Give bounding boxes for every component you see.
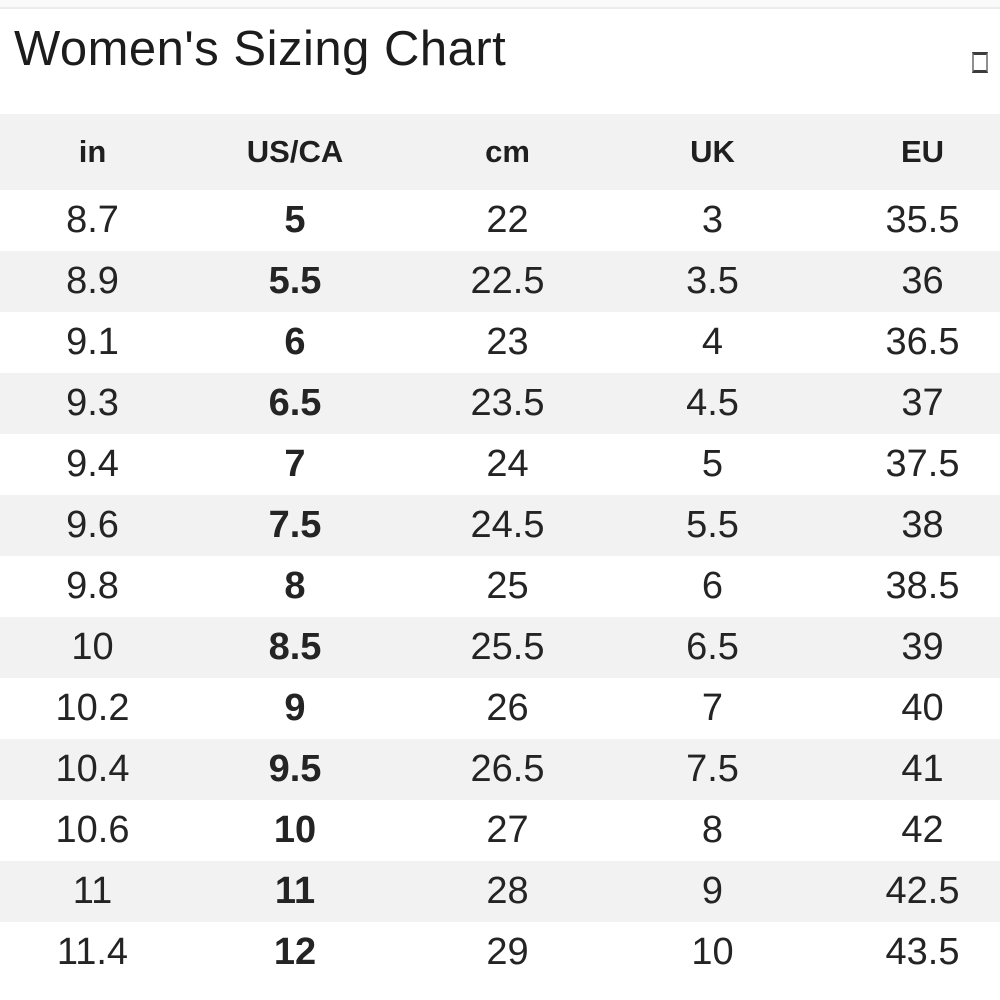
- table-cell-cm: 23: [486, 321, 529, 363]
- table-cell-in: 10: [71, 626, 114, 668]
- table-row: 10.4 9.5 26.5 7.5 41: [0, 739, 1000, 800]
- table-cell-eu: 38: [901, 504, 944, 546]
- table-cell-uk: 3: [701, 199, 724, 241]
- table-cell-in: 10.4: [55, 748, 130, 790]
- table-cell-eu: 36.5: [885, 321, 960, 363]
- page-title: Women's Sizing Chart: [14, 22, 507, 76]
- table-cell-in: 9.4: [66, 443, 119, 485]
- table-row: 10.2 9 26 7 40: [0, 678, 1000, 739]
- table-row: 10.6 10 27 8 42: [0, 800, 1000, 861]
- column-header-eu: EU: [815, 114, 1000, 190]
- table-row: 8.7 5 22 3 35.5: [0, 190, 1000, 251]
- table-cell-usca: 6: [284, 321, 306, 363]
- table-cell-in: 9.6: [66, 504, 119, 546]
- table-cell-cm: 26.5: [470, 748, 545, 790]
- table-cell-cm: 22: [486, 199, 529, 241]
- table-cell-in: 8.7: [66, 199, 119, 241]
- table-cell-usca: 8: [284, 565, 306, 607]
- table-cell-uk: 4: [701, 321, 724, 363]
- table-cell-uk: 5: [701, 443, 724, 485]
- table-cell-cm: 26: [486, 687, 529, 729]
- table-cell-uk: 5.5: [686, 504, 739, 546]
- table-body: 8.7 5 22 3 35.5 8.9 5.5 22.5 3.5 36 9.1 6 23 4 36.5 9.3…: [0, 190, 1000, 983]
- table-cell-in: 9.8: [66, 565, 119, 607]
- table-cell-eu: 38.5: [885, 565, 960, 607]
- table-cell-eu: 36: [901, 260, 944, 302]
- table-cell-eu: 39: [901, 626, 944, 668]
- table-row: 9.3 6.5 23.5 4.5 37: [0, 373, 1000, 434]
- sizing-table: in US/CA cm UK EU 8.7 5 22 3 35.5 8.9 5.5 22.5 3…: [0, 114, 1000, 983]
- column-header-uk: UK: [610, 114, 815, 190]
- table-cell-cm: 23.5: [470, 382, 545, 424]
- page-header: Women's Sizing Chart: [0, 9, 1000, 114]
- table-cell-eu: 40: [901, 687, 944, 729]
- table-cell-cm: 22.5: [470, 260, 545, 302]
- table-cell-usca: 7.5: [268, 504, 322, 546]
- table-cell-cm: 25.5: [470, 626, 545, 668]
- column-header-cm: cm: [405, 114, 610, 190]
- table-cell-usca: 8.5: [268, 626, 322, 668]
- table-cell-cm: 24.5: [470, 504, 545, 546]
- table-cell-in: 8.9: [66, 260, 119, 302]
- column-header-in: in: [0, 114, 185, 190]
- table-cell-eu: 35.5: [885, 199, 960, 241]
- table-cell-cm: 28: [486, 870, 529, 912]
- table-cell-cm: 29: [486, 931, 529, 973]
- table-cell-uk: 6: [701, 565, 724, 607]
- table-row: 11 11 28 9 42.5: [0, 861, 1000, 922]
- table-row: 10 8.5 25.5 6.5 39: [0, 617, 1000, 678]
- table-row: 9.6 7.5 24.5 5.5 38: [0, 495, 1000, 556]
- table-cell-in: 11.4: [56, 931, 129, 973]
- table-row: 9.1 6 23 4 36.5: [0, 312, 1000, 373]
- table-cell-uk: 6.5: [686, 626, 739, 668]
- table-cell-uk: 3.5: [686, 260, 739, 302]
- table-cell-usca: 5: [284, 199, 306, 241]
- table-row: 9.8 8 25 6 38.5: [0, 556, 1000, 617]
- table-cell-uk: 9: [701, 870, 724, 912]
- table-cell-in: 11: [72, 870, 113, 912]
- table-cell-eu: 42.5: [885, 870, 960, 912]
- table-cell-eu: 43.5: [885, 931, 960, 973]
- table-cell-usca: 10: [273, 809, 317, 851]
- table-row: 8.9 5.5 22.5 3.5 36: [0, 251, 1000, 312]
- table-cell-in: 9.3: [66, 382, 119, 424]
- table-cell-uk: 8: [701, 809, 724, 851]
- table-cell-uk: 4.5: [686, 382, 739, 424]
- column-header-usca: US/CA: [185, 114, 405, 190]
- table-cell-cm: 24: [486, 443, 529, 485]
- top-right-action-button[interactable]: [966, 45, 994, 79]
- table-cell-eu: 37: [901, 382, 944, 424]
- table-row: 9.4 7 24 5 37.5: [0, 434, 1000, 495]
- table-cell-usca: 6.5: [268, 382, 322, 424]
- table-cell-in: 10.6: [55, 809, 130, 851]
- placeholder-square-icon: [972, 51, 988, 73]
- table-cell-usca: 12: [273, 931, 317, 973]
- table-header-row: in US/CA cm UK EU: [0, 114, 1000, 190]
- table-cell-uk: 7: [701, 687, 724, 729]
- table-cell-usca: 7: [284, 443, 306, 485]
- table-cell-usca: 9.5: [268, 748, 322, 790]
- table-cell-uk: 10: [691, 931, 734, 973]
- table-cell-in: 9.1: [66, 321, 119, 363]
- table-cell-usca: 5.5: [268, 260, 322, 302]
- table-cell-usca: 9: [284, 687, 306, 729]
- table-cell-eu: 41: [901, 748, 944, 790]
- table-row: 11.4 12 29 10 43.5: [0, 922, 1000, 983]
- table-cell-uk: 7.5: [686, 748, 739, 790]
- table-cell-cm: 27: [486, 809, 529, 851]
- table-cell-cm: 25: [486, 565, 529, 607]
- table-cell-usca: 11: [274, 870, 316, 912]
- table-cell-eu: 37.5: [885, 443, 960, 485]
- top-divider: [0, 0, 1000, 9]
- table-cell-eu: 42: [901, 809, 944, 851]
- table-cell-in: 10.2: [55, 687, 130, 729]
